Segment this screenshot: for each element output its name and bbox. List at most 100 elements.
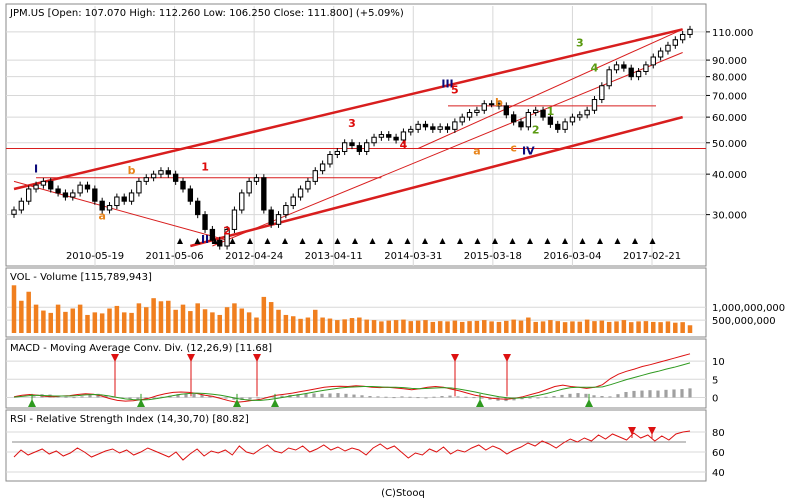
signal-triangle bbox=[579, 238, 586, 244]
macd-histogram-bar bbox=[192, 393, 196, 398]
volume-bar bbox=[658, 322, 663, 333]
macd-histogram-bar bbox=[352, 394, 356, 398]
candle-down bbox=[621, 64, 627, 69]
volume-bar bbox=[224, 307, 230, 333]
candle-down bbox=[444, 126, 451, 130]
volume-bar bbox=[77, 304, 83, 333]
volume-bar bbox=[386, 320, 391, 333]
macd-histogram-bar bbox=[488, 397, 492, 400]
volume-bar bbox=[592, 321, 597, 333]
signal-triangle bbox=[352, 238, 358, 244]
macd-histogram-bar bbox=[376, 396, 380, 398]
volume-bar bbox=[379, 321, 384, 333]
macd-histogram-bar bbox=[312, 393, 316, 398]
volume-bar bbox=[526, 317, 531, 333]
volume-bar bbox=[371, 320, 377, 333]
candle-up bbox=[334, 150, 340, 155]
wave-label: 1 bbox=[547, 105, 555, 118]
candle-down bbox=[261, 177, 267, 211]
macd-sell-signal-marker bbox=[503, 354, 511, 362]
volume-bar bbox=[217, 314, 222, 333]
candle-up bbox=[364, 142, 370, 152]
volume-bar bbox=[298, 318, 303, 333]
signal-triangle bbox=[299, 238, 306, 244]
macd-histogram-bar bbox=[424, 397, 428, 399]
macd-histogram-bar bbox=[224, 397, 228, 399]
macd-histogram-bar bbox=[464, 396, 468, 398]
volume-bar bbox=[195, 303, 200, 333]
volume-bar bbox=[313, 309, 318, 333]
volume-y-tick-label: 500,000,000 bbox=[712, 316, 776, 327]
signal-triangle bbox=[282, 238, 288, 244]
candle-up bbox=[106, 205, 113, 211]
candle-up bbox=[437, 126, 443, 130]
macd-buy-signal-marker bbox=[28, 399, 36, 407]
volume-bar bbox=[430, 321, 436, 333]
volume-bar bbox=[628, 322, 634, 333]
footer-copyright: (C)Stooq bbox=[381, 488, 425, 499]
candle-up bbox=[290, 196, 296, 207]
signal-triangle bbox=[317, 238, 323, 244]
candle-up bbox=[415, 123, 421, 130]
volume-bar bbox=[445, 321, 450, 333]
candle-down bbox=[503, 105, 509, 116]
macd-histogram-bar bbox=[672, 389, 676, 398]
volume-bar bbox=[158, 301, 164, 333]
volume-bar bbox=[665, 321, 671, 333]
candle-up bbox=[679, 33, 686, 41]
wave-label: 2 bbox=[223, 225, 231, 238]
macd-histogram-bar bbox=[64, 396, 68, 398]
candle-up bbox=[253, 177, 260, 182]
candle-up bbox=[562, 121, 568, 130]
macd-histogram-bar bbox=[200, 394, 204, 398]
macd-histogram-bar bbox=[664, 389, 668, 398]
volume-bar bbox=[305, 317, 311, 333]
signal-triangle bbox=[544, 238, 551, 244]
macd-histogram-bar bbox=[136, 397, 140, 401]
price-y-tick-label: 30.000 bbox=[712, 211, 747, 222]
price-y-tick-label: 40.000 bbox=[712, 170, 747, 181]
candle-down bbox=[628, 67, 634, 78]
candle-up bbox=[114, 196, 120, 207]
macd-sell-signal-marker bbox=[111, 354, 119, 362]
candle-up bbox=[231, 209, 238, 230]
candle-up bbox=[378, 134, 385, 138]
rsi-series-line bbox=[13, 430, 691, 461]
volume-bar bbox=[335, 320, 340, 333]
candle-down bbox=[121, 196, 127, 202]
candle-up bbox=[459, 116, 465, 123]
macd-histogram-bar bbox=[416, 397, 420, 399]
wave-label: I bbox=[34, 162, 38, 175]
candle-down bbox=[84, 184, 91, 190]
candle-up bbox=[657, 50, 664, 58]
candle-down bbox=[547, 116, 554, 125]
volume-panel-title: VOL - Volume [115,789,943] bbox=[10, 272, 152, 283]
candle-down bbox=[187, 188, 194, 202]
volume-bar bbox=[283, 314, 289, 333]
volume-bar bbox=[482, 320, 487, 333]
volume-bar bbox=[687, 325, 693, 333]
macd-histogram-bar bbox=[576, 393, 580, 398]
macd-histogram-bar bbox=[152, 397, 156, 399]
volume-bar bbox=[680, 322, 685, 333]
signal-triangle bbox=[457, 238, 463, 244]
wave-label: b bbox=[495, 96, 503, 109]
volume-bar bbox=[268, 302, 274, 333]
volume-bar bbox=[474, 320, 480, 333]
candle-down bbox=[496, 103, 502, 107]
macd-histogram-bar bbox=[520, 397, 524, 400]
macd-histogram-bar bbox=[248, 397, 252, 400]
candle-up bbox=[665, 44, 671, 52]
macd-histogram-bar bbox=[512, 397, 516, 401]
macd-histogram-bar bbox=[624, 392, 628, 398]
volume-bar bbox=[651, 321, 656, 333]
candle-down bbox=[55, 188, 61, 194]
wave-label: 4 bbox=[591, 61, 599, 74]
candle-up bbox=[474, 109, 480, 114]
rsi-y-tick-label: 60 bbox=[712, 448, 725, 459]
volume-bar bbox=[210, 312, 215, 333]
volume-bar bbox=[33, 304, 39, 333]
x-axis-date-label: 2013-04-11 bbox=[305, 251, 363, 262]
volume-bar bbox=[570, 321, 575, 333]
candle-down bbox=[202, 214, 208, 230]
